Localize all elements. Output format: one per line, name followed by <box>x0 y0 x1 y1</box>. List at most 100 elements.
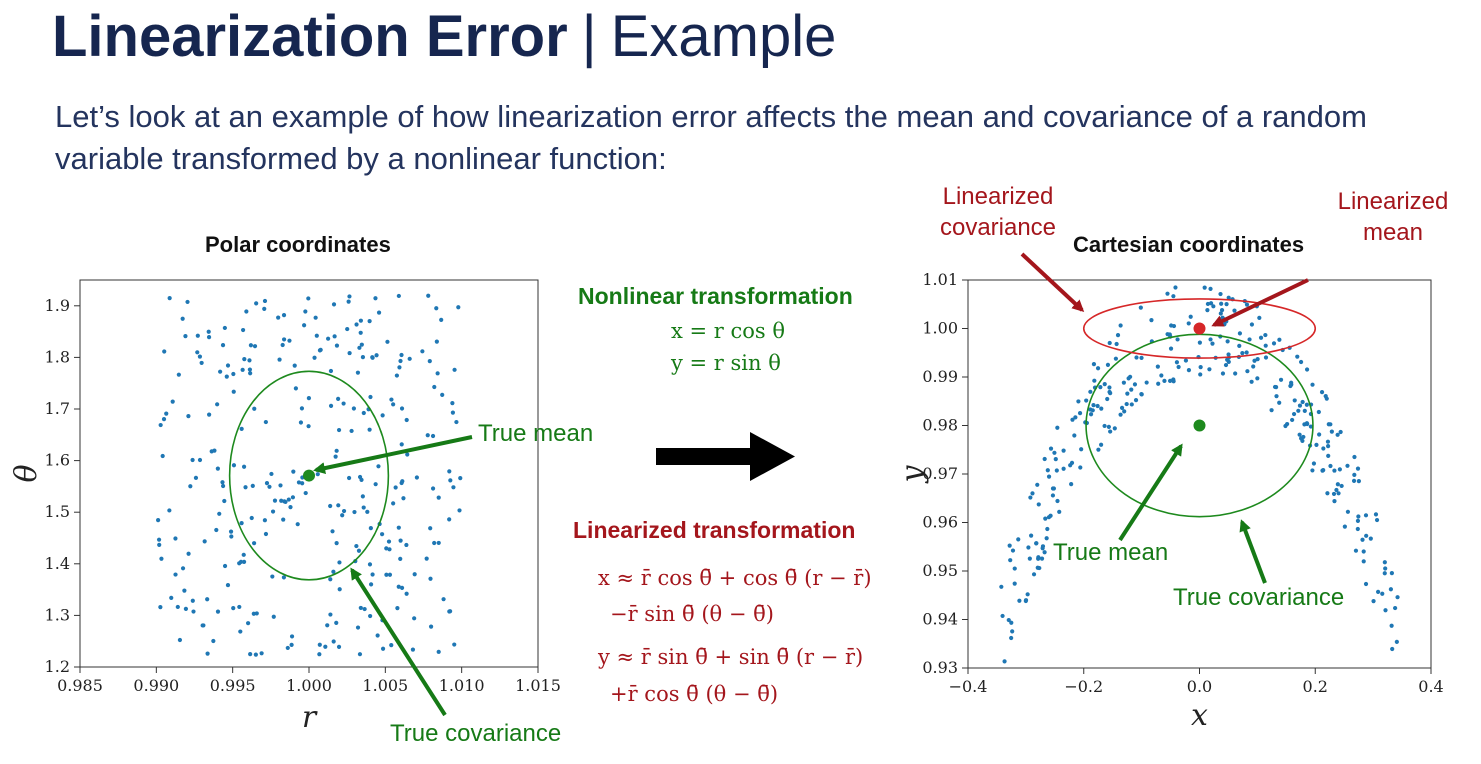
polar-point <box>293 386 298 391</box>
polar-point <box>355 625 361 630</box>
polar-point <box>357 474 363 480</box>
cartesian-point <box>1070 417 1075 422</box>
polar-point <box>281 337 287 342</box>
polar-point <box>195 333 200 338</box>
polar-point <box>447 609 452 614</box>
cartesian-point <box>1335 432 1340 437</box>
polar-point <box>331 302 337 307</box>
cartesian-point <box>1207 367 1212 372</box>
polar-ytick-label: 1.7 <box>45 399 70 418</box>
cartesian-point <box>1055 498 1060 504</box>
polar-point <box>263 419 268 425</box>
polar-point <box>420 349 425 354</box>
cartesian-point <box>1037 565 1042 571</box>
polar-point <box>317 642 322 647</box>
cartesian-point <box>1009 620 1014 625</box>
polar-point <box>247 367 253 372</box>
cartesian-point <box>1310 382 1315 387</box>
cartesian-point <box>1233 371 1238 376</box>
cartesian-point <box>1356 479 1361 484</box>
title-separator: | <box>581 4 597 69</box>
polar-point <box>397 365 402 370</box>
cartesian-point <box>1208 337 1213 342</box>
polar-point <box>254 301 259 306</box>
cartesian-point <box>1226 352 1231 357</box>
cartesian-point <box>1077 411 1083 416</box>
polar-point <box>447 469 452 474</box>
polar-point <box>450 401 455 406</box>
cartesian-point <box>1329 429 1334 434</box>
polar-point <box>349 428 354 434</box>
polar-point <box>337 587 342 592</box>
polar-point <box>248 343 254 348</box>
cartesian-point <box>1092 378 1097 383</box>
cartesian-point <box>1355 526 1360 532</box>
polar-point <box>270 509 276 514</box>
cartesian-ytick-label: 0.93 <box>922 658 958 677</box>
polar-point <box>336 427 342 433</box>
cartesian-point <box>1108 391 1113 396</box>
polar-point <box>291 469 296 474</box>
cartesian-point <box>1061 466 1066 471</box>
polar-point <box>156 537 162 542</box>
polar-point <box>457 508 462 513</box>
polar-point <box>334 541 339 546</box>
cartesian-point <box>1073 415 1078 420</box>
polar-point <box>231 371 236 377</box>
cartesian-point <box>1361 549 1366 554</box>
polar-point <box>240 327 246 333</box>
polar-point <box>337 560 342 565</box>
polar-point <box>367 319 372 324</box>
polar-point <box>306 396 312 401</box>
cartesian-point <box>1159 373 1164 378</box>
cartesian-true-mean-marker <box>1193 419 1206 432</box>
polar-point <box>326 336 331 341</box>
cartesian-point <box>1156 381 1161 386</box>
polar-point <box>434 339 439 344</box>
nonlinear-eq-y: y = r sin θ <box>671 351 781 375</box>
cartesian-point <box>1124 401 1129 407</box>
polar-point <box>407 356 412 361</box>
polar-point <box>183 606 188 611</box>
cartesian-point <box>1068 463 1073 468</box>
cartesian-point <box>1390 646 1395 652</box>
polar-point <box>295 522 300 527</box>
polar-point <box>167 295 172 301</box>
cartesian-point <box>1055 425 1060 430</box>
polar-ytick-label: 1.9 <box>45 296 70 315</box>
polar-point <box>410 647 416 652</box>
polar-true-covariance-ellipse <box>228 370 390 581</box>
polar-point <box>159 556 164 561</box>
cartesian-linearized-covariance-ellipse <box>1082 298 1317 359</box>
cartesian-point <box>1188 314 1193 319</box>
polar-point <box>287 338 292 343</box>
polar-point <box>331 569 336 574</box>
polar-point <box>357 345 362 350</box>
polar-point <box>262 306 267 311</box>
polar-point <box>237 561 242 566</box>
polar-point <box>190 598 195 603</box>
polar-point <box>399 406 405 411</box>
cartesian-point <box>1174 360 1180 365</box>
cartesian-point <box>1244 350 1249 355</box>
cartesian-point <box>1133 398 1139 403</box>
polar-point <box>176 372 181 377</box>
cartesian-point <box>1283 423 1288 429</box>
cartesian-point <box>1028 495 1033 500</box>
polar-point <box>186 414 191 419</box>
cartesian-point <box>1251 364 1256 369</box>
cartesian-point <box>1237 343 1242 348</box>
polar-point <box>271 614 276 619</box>
polar-point <box>279 498 284 503</box>
polar-point <box>238 629 243 634</box>
nonlinear-eq-x: x = r cos θ <box>671 319 786 343</box>
polar-point <box>283 499 288 505</box>
cartesian-xlabel: x <box>1191 698 1208 733</box>
polar-point <box>414 475 419 480</box>
cartesian-point <box>1389 570 1394 576</box>
cartesian-point <box>1176 364 1181 370</box>
cartesian-point <box>1311 461 1317 466</box>
polar-xtick-label: 1.000 <box>286 676 332 695</box>
polar-point <box>436 495 441 500</box>
cartesian-point <box>1091 362 1097 367</box>
